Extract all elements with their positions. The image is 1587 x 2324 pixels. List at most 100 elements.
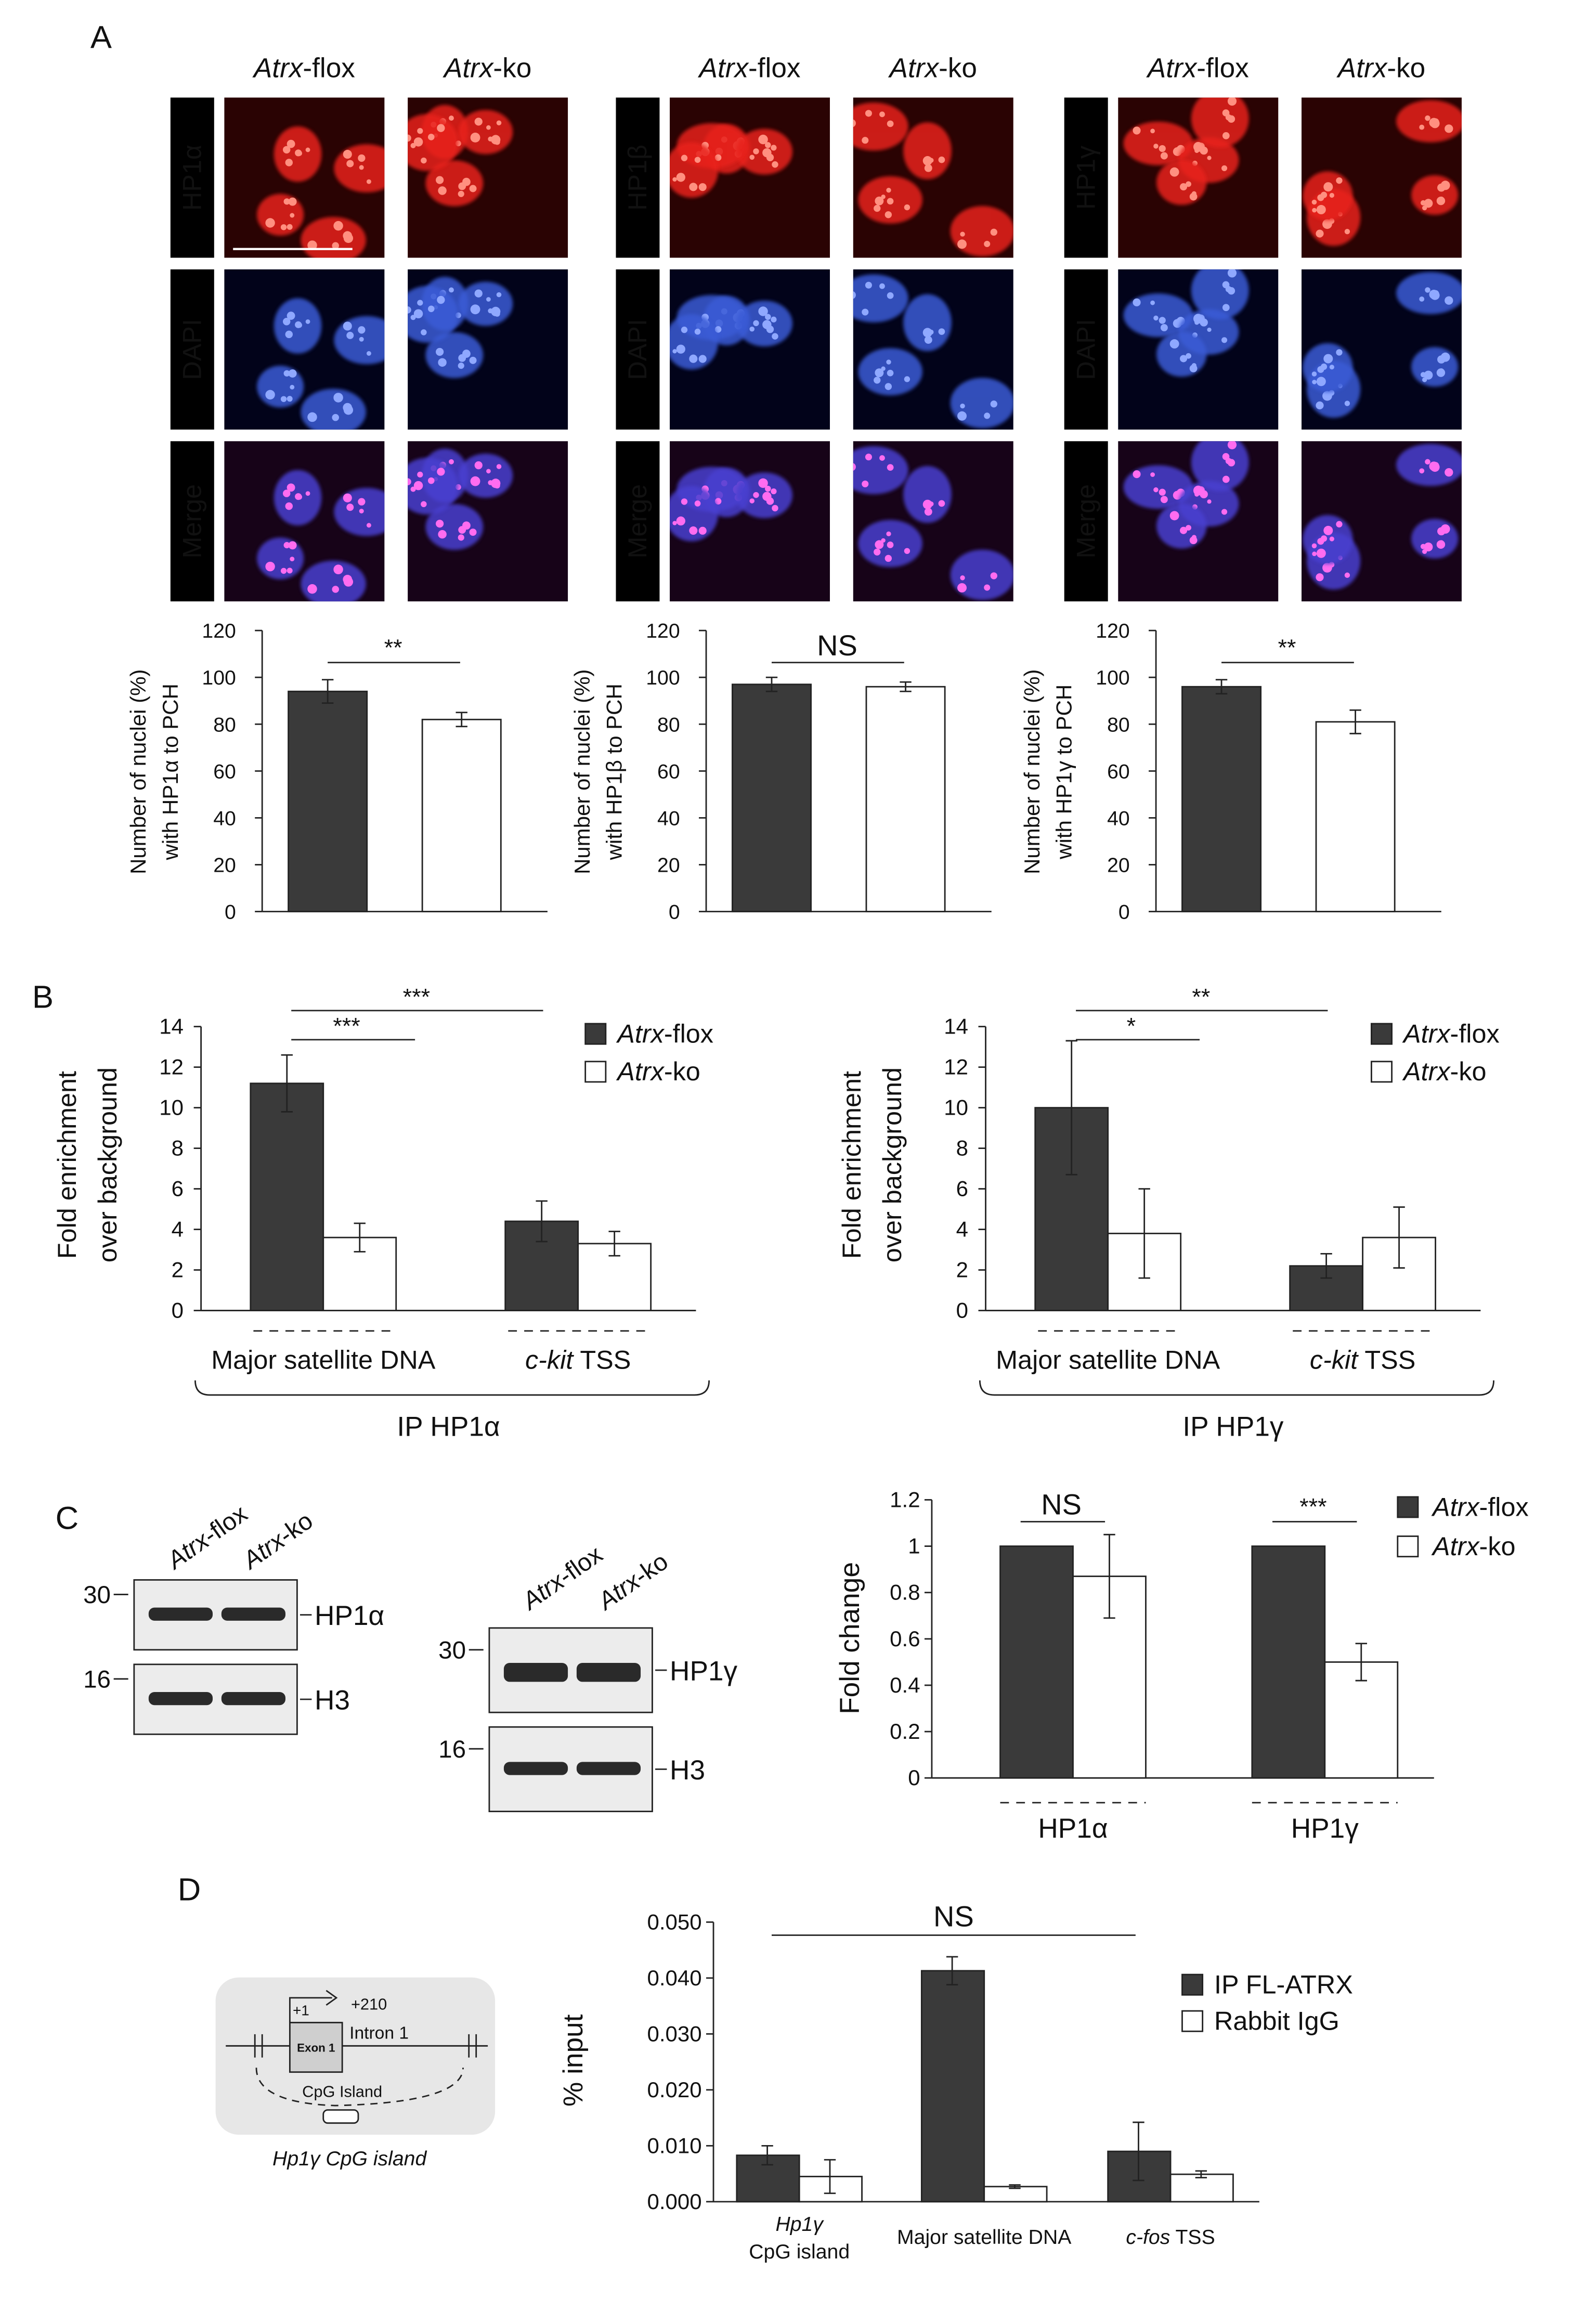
legend-swatch [1181,1973,1204,1996]
chromocenter [1222,109,1230,117]
diagram-caption: Hp1γ CpG island [272,2148,427,2170]
nucleus [334,487,385,536]
chromocenter [924,336,932,344]
chromocenter [1169,511,1179,521]
chromocenter [886,531,891,537]
chromocenter [1445,124,1453,133]
chromocenter [1429,461,1439,471]
chromocenter [714,498,722,505]
blot-band [148,1692,213,1706]
chromocenter [287,396,293,402]
nucleus [334,144,385,192]
chromocenter [470,304,480,315]
chromocenter [346,160,354,167]
chromocenter [343,150,352,159]
bar [288,690,368,912]
chromocenter [1336,521,1343,527]
blot-band [576,1762,641,1775]
chromocenter [307,240,317,250]
channel-label: DAPI [622,319,652,380]
chromocenter [448,459,454,464]
channel-label: DAPI [1071,319,1100,380]
category-label: c-kit TSS [525,1345,631,1375]
chromocenter [694,157,701,163]
chromocenter [305,491,310,496]
chromocenter [1311,371,1317,377]
amplicon-box [322,2109,359,2124]
chromocenter [491,479,501,488]
chromocenter [922,499,932,509]
chromocenter [486,125,491,130]
chromocenter [1227,287,1235,295]
chromocenter [875,368,884,378]
y-tick-label: 120 [1096,620,1129,642]
chromocenter [698,526,707,535]
chromocenter [676,516,685,526]
chromocenter [990,228,997,236]
chromocenter [924,164,932,172]
chromocenter [421,501,427,508]
micrograph-image [1118,269,1279,430]
y-axis-label: Fold enrichment [837,1071,866,1259]
y-axis-label: Number of nuclei (%) [126,669,150,874]
y-tick-label: 1.2 [890,1487,920,1512]
chromocenter [1316,205,1326,215]
chromocenter [1222,453,1230,460]
channel-label-bar [1064,269,1108,430]
chromocenter [1150,128,1155,134]
chromocenter [496,292,502,298]
chromocenter [307,412,317,422]
chromocenter [427,477,435,484]
nucleus [903,466,952,523]
y-tick-label: 12 [159,1055,184,1079]
chromocenter [689,526,698,535]
chromocenter [408,134,411,142]
chromocenter [1419,296,1425,302]
panel-label-b: B [32,979,54,1015]
chromocenter [771,488,777,495]
chromocenter [1436,196,1446,205]
nucleus [408,114,459,171]
chromocenter [1221,165,1228,172]
chromocenter [1159,145,1166,152]
micrograph-image [1302,269,1462,430]
chart-a-0: Number of nuclei (%) with HP1α to PCH 0 20 4… [126,620,548,923]
exon-box [289,2022,343,2073]
chromocenter [1312,380,1317,384]
y-axis-label: with HP1γ to PCH [1052,685,1076,860]
chromocenter [343,321,352,331]
chromocenter [984,412,991,419]
chromocenter [853,119,856,127]
channel-label-bar [616,97,660,258]
chromocenter [1316,548,1326,558]
chromocenter [960,575,965,580]
genotype-label: Atrx-flox [252,53,355,83]
significance-label: NS [933,1900,974,1933]
legend-swatch [1371,1023,1393,1045]
y-tick-label: 0.030 [647,2021,702,2046]
chromocenter [1316,377,1326,386]
nucleus [458,281,513,326]
chromocenter [922,156,932,166]
y-tick-label: 100 [646,667,680,689]
chromocenter [886,188,891,193]
chromocenter [1133,470,1141,479]
y-tick-label: 14 [944,1014,968,1039]
chromocenter [1189,364,1198,372]
micrograph-group-1: Atrx-flox Atrx-ko HP1β DAPI Merge [616,53,1013,602]
micrograph-image [1302,97,1462,258]
chromocenter [417,128,423,134]
chromocenter [333,393,343,403]
micrograph-image [408,269,568,430]
chromocenter [1169,339,1179,349]
chromocenter [359,165,364,170]
chromocenter [1336,349,1343,356]
micrograph-image [224,97,385,258]
chromocenter [874,204,881,212]
chromocenter [305,319,310,324]
category-label: Major satellite DNA [211,1345,436,1375]
chromocenter [875,196,884,205]
chromocenter [491,306,501,317]
y-tick-label: 0 [908,1765,920,1790]
chromocenter [288,197,297,206]
